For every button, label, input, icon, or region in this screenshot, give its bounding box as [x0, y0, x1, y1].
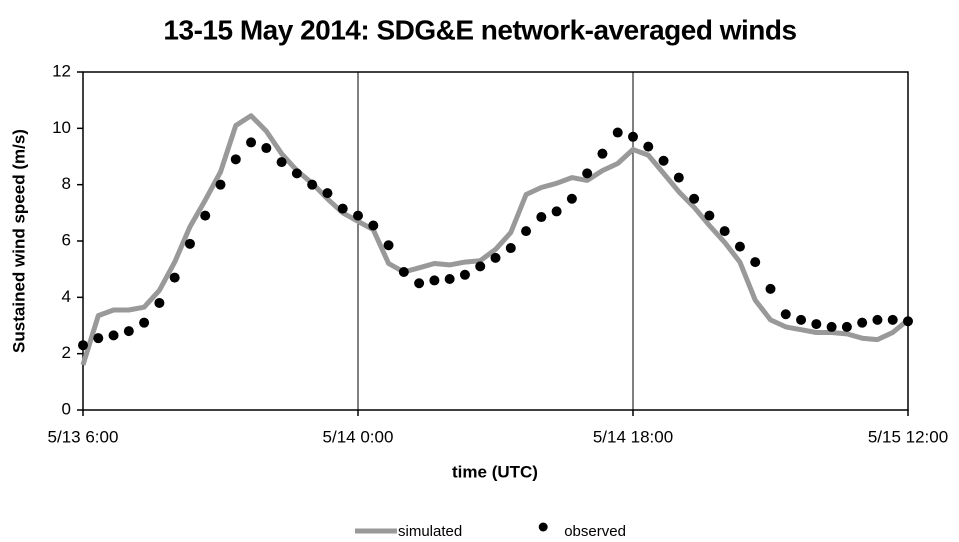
y-tick-label: 0: [62, 399, 71, 418]
data-point: [215, 179, 226, 190]
data-point: [353, 210, 363, 221]
data-point: [857, 317, 868, 328]
y-tick-label: 6: [62, 230, 71, 249]
data-point: [475, 261, 486, 272]
y-tick-label: 10: [52, 118, 71, 137]
data-point: [261, 143, 272, 154]
data-point: [750, 257, 761, 268]
data-point: [673, 172, 684, 183]
series-line: [80, 113, 910, 366]
data-point: [887, 314, 898, 325]
plot-frame: [82, 71, 909, 411]
legend-swatch: [538, 522, 548, 532]
data-point: [337, 203, 348, 214]
data-point: [398, 266, 409, 277]
y-tick-label: 2: [62, 343, 71, 362]
data-point: [123, 326, 134, 337]
data-point: [872, 314, 883, 325]
data-point: [276, 157, 287, 168]
data-point: [780, 309, 791, 320]
data-point: [521, 226, 532, 237]
data-point: [719, 226, 730, 237]
chart-title: 13-15 May 2014: SDG&E network-averaged w…: [163, 14, 796, 45]
data-point: [444, 274, 455, 285]
data-point: [643, 141, 654, 152]
x-axis-title: time (UTC): [452, 462, 538, 481]
data-point: [322, 188, 333, 199]
data-point: [368, 220, 379, 231]
x-tick-label: 5/15 12:00: [868, 427, 948, 446]
data-point: [826, 321, 837, 332]
data-point: [78, 340, 88, 351]
data-point: [658, 155, 669, 166]
data-point: [414, 278, 425, 289]
data-point: [459, 269, 470, 280]
data-point: [796, 314, 807, 325]
data-point: [169, 272, 180, 283]
data-point: [200, 210, 211, 221]
data-point: [811, 319, 822, 330]
x-tick-label: 5/14 0:00: [323, 427, 394, 446]
data-point: [246, 137, 257, 148]
data-point: [734, 241, 745, 252]
data-point: [383, 240, 394, 251]
data-point: [307, 179, 318, 190]
data-point: [505, 243, 516, 254]
data-point: [765, 283, 776, 294]
y-axis-title: Sustained wind speed (m/s): [9, 129, 28, 353]
data-point: [490, 252, 501, 263]
data-point: [582, 168, 593, 179]
data-point: [139, 317, 150, 328]
data-point: [184, 238, 195, 249]
data-point: [429, 275, 440, 286]
y-tick-label: 12: [52, 61, 71, 80]
x-tick-label: 5/13 6:00: [48, 427, 119, 446]
data-point: [841, 321, 852, 332]
data-point: [689, 193, 700, 204]
data-point: [612, 127, 623, 138]
x-tick-label: 5/14 18:00: [593, 427, 673, 446]
data-point: [903, 316, 913, 327]
legend-label: simulated: [398, 523, 462, 540]
data-point: [628, 131, 638, 142]
legend-label: observed: [564, 523, 626, 540]
data-point: [566, 193, 577, 204]
data-point: [154, 297, 165, 308]
data-point: [108, 330, 119, 341]
data-point: [230, 154, 241, 165]
data-point: [704, 210, 715, 221]
data-point: [291, 168, 302, 179]
data-point: [597, 148, 608, 159]
data-point: [536, 212, 547, 223]
data-point: [551, 206, 562, 217]
data-point: [93, 333, 104, 344]
y-tick-label: 8: [62, 174, 71, 193]
y-tick-label: 4: [62, 287, 71, 306]
